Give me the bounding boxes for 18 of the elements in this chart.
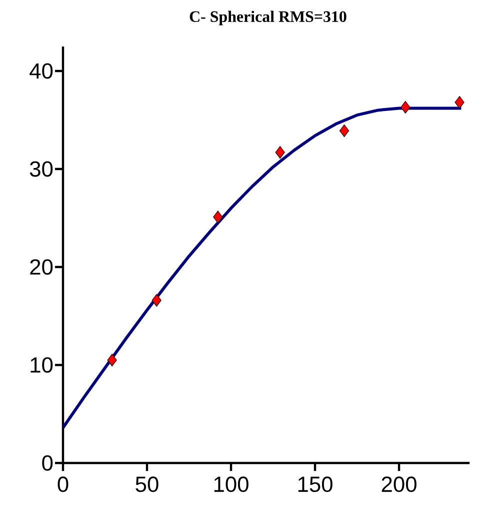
x-tick-label: 0 bbox=[58, 476, 68, 492]
chart-title: C- Spherical RMS=310 bbox=[190, 10, 346, 26]
x-tick-label: 100 bbox=[214, 476, 248, 492]
point bbox=[454, 96, 464, 109]
y-tick-label: 40 bbox=[30, 63, 53, 79]
point bbox=[152, 294, 162, 307]
y-tick-label: 20 bbox=[30, 259, 53, 275]
point bbox=[107, 354, 117, 366]
point bbox=[400, 100, 410, 114]
point bbox=[213, 210, 223, 224]
point bbox=[275, 146, 285, 159]
x-tick-label: 200 bbox=[382, 476, 416, 492]
y-tick-label: 30 bbox=[30, 161, 53, 177]
y-tick-label: 10 bbox=[30, 357, 53, 373]
point bbox=[339, 124, 350, 138]
x-tick-label: 50 bbox=[136, 476, 158, 492]
x-tick-label: 150 bbox=[298, 476, 332, 492]
y-tick-label: 0 bbox=[42, 455, 53, 471]
